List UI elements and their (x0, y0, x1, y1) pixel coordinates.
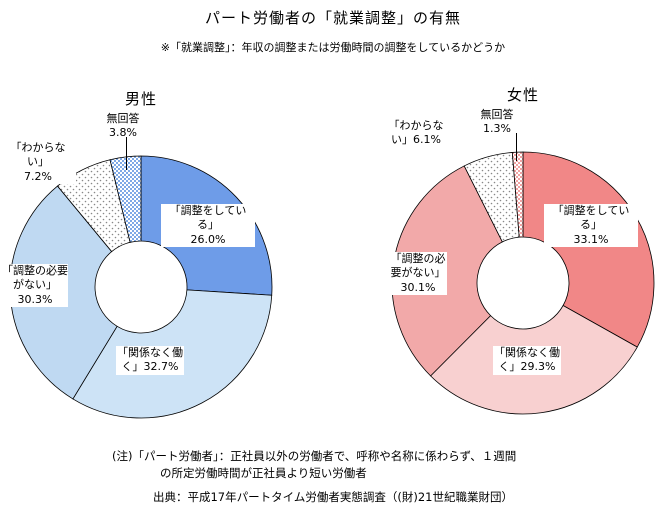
chart-title-male: 男性 (124, 90, 157, 108)
label-female-work-regardless: 「関係なく働 く」29.3% (493, 346, 561, 375)
label-male-adjusting: 「調整をしている」 26.0% (161, 204, 255, 247)
leader-line-female-no-answer (516, 133, 517, 161)
footnote-line1: (注)「パート労働者」：正社員以外の労働者で、呼称や名称に係わらず、１週間 (112, 449, 517, 463)
label-male-dont-know: 「わからない」 7.2% (0, 141, 76, 184)
label-female-no-answer: 無回答 1.3% (476, 108, 518, 137)
donut-segment-female-2 (391, 165, 503, 377)
source-line: 出典：平成17年パートタイム労働者実態調査（(財)21世紀職業財団） (152, 490, 513, 504)
page-title: パート労働者の「就業調整」の有無 (204, 9, 461, 27)
donut-segment-male-4 (109, 155, 142, 243)
leader-line-male-no-answer (126, 137, 127, 170)
donut-segment-female-4 (511, 151, 524, 238)
label-male-work-regardless: 「関係なく働 く」32.7% (116, 346, 184, 375)
label-male-no-answer: 無回答 3.8% (102, 112, 144, 141)
chart-title-female: 女性 (506, 86, 539, 104)
footnote-line2: の所定労働時間が正社員より短い労働者 (160, 466, 367, 480)
label-female-dont-know: 「わからな い」6.1% (387, 119, 445, 148)
label-female-no-need: 「調整の必 要がない」 30.1% (389, 252, 447, 295)
female-donut-chart (391, 151, 655, 415)
label-male-no-need: 「調整の必要 がない」 30.3% (2, 264, 68, 307)
page-subtitle: ※「就業調整」：年収の調整または労働時間の調整をしているかどうか (160, 41, 506, 54)
donut-segment-female-0 (522, 151, 655, 348)
label-female-adjusting: 「調整をしている」 33.1% (544, 204, 638, 247)
